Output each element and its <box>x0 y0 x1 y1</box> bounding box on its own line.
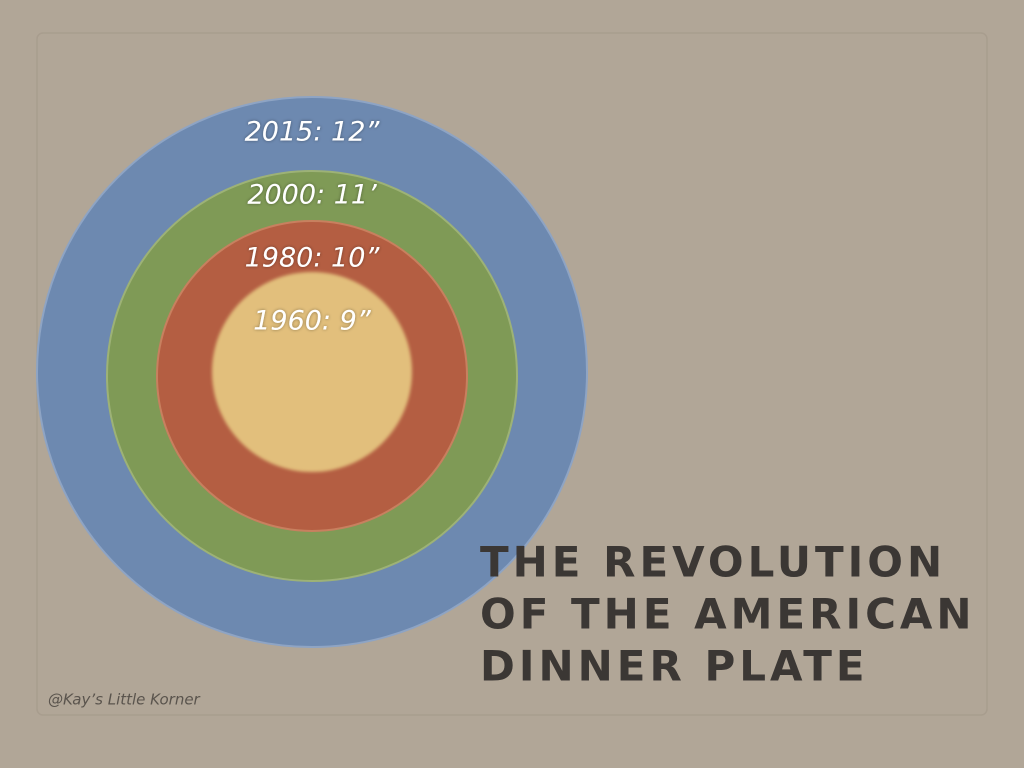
title-line: DINNER PLATE <box>480 642 869 691</box>
title-line: THE REVOLUTION <box>480 538 946 587</box>
ring-label: 2015: 12” <box>245 117 381 148</box>
ring-label: 2000: 11’ <box>247 180 377 211</box>
title-line: OF THE AMERICAN <box>480 590 976 639</box>
credit: @Kay’s Little Korner <box>48 691 201 709</box>
ring-1960 <box>212 272 412 472</box>
ring-label: 1980: 10” <box>245 243 381 274</box>
ring-label: 1960: 9” <box>253 306 372 337</box>
